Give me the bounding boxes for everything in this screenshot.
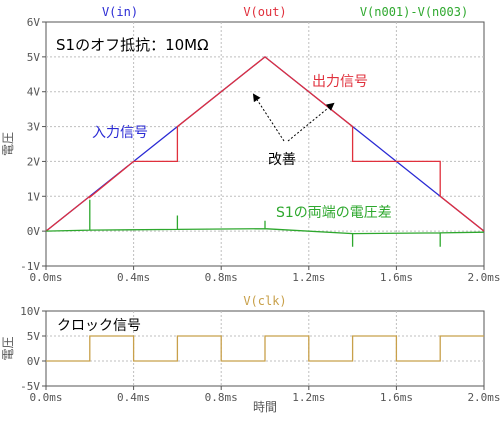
y-tick-label: 3V (27, 121, 41, 134)
y-tick-label: 6V (27, 16, 41, 29)
y-axis-label: 電圧 (1, 132, 15, 156)
plot-frame (45, 21, 485, 267)
x-axis-label: 時間 (253, 400, 277, 414)
y-tick-label: 10V (20, 305, 40, 318)
x-tick-label: 2.0ms (467, 271, 500, 284)
chart-title: S1のオフ抵抗：10MΩ (56, 36, 209, 54)
x-tick-label: 1.6ms (380, 271, 413, 284)
series-line (45, 56, 485, 232)
y-tick-label: 5V (27, 330, 41, 343)
y-tick-label: -1V (20, 260, 40, 273)
x-tick-label: 0.8ms (205, 271, 238, 284)
trace-header: V(out) (243, 5, 286, 19)
x-tick-label: 1.2ms (292, 271, 325, 284)
y-tick-label: 5V (27, 51, 41, 64)
series-line (45, 199, 485, 247)
x-tick-label: 1.6ms (380, 391, 413, 404)
annotation-improve: 改善 (268, 152, 296, 168)
trace-header: V(clk) (243, 294, 286, 308)
voltage-panel: -1V 0V 1V 2V 3V 4V 5V 6V 0.0ms 0.4ms 0.8ms 1.2ms 1.6… (1, 5, 500, 284)
x-tick-label: 0.4ms (117, 391, 150, 404)
x-tick-label: 2.0ms (467, 391, 500, 404)
y-tick-label: 1V (27, 190, 41, 203)
plot-frame (45, 310, 485, 387)
annotation-voltage-difference: S1の両端の電圧差 (276, 205, 392, 221)
y-tick-label: 2V (27, 155, 41, 168)
trace-header: V(n001)-V(n003) (360, 5, 468, 19)
x-tick-label: 0.8ms (205, 391, 238, 404)
x-tick-label: 0.0ms (29, 271, 62, 284)
y-tick-label: 4V (27, 86, 41, 99)
x-tick-label: 0.0ms (29, 391, 62, 404)
y-tick-label: -5V (20, 380, 40, 393)
x-tick-label: 1.2ms (292, 391, 325, 404)
y-tick-label: 0V (27, 355, 41, 368)
x-tick-label: 0.4ms (117, 271, 150, 284)
series-line (45, 56, 485, 232)
annotation-output-signal: 出力信号 (312, 74, 368, 90)
annotation-arrow (252, 93, 285, 142)
annotation-arrow (287, 102, 335, 142)
y-axis-label: 電圧 (1, 336, 15, 360)
y-tick-label: 0V (27, 225, 41, 238)
trace-header: V(in) (102, 5, 138, 19)
series-line (46, 335, 484, 362)
annotation-clock-signal: クロック信号 (57, 318, 141, 334)
annotation-input-signal: 入力信号 (92, 125, 148, 141)
clock-panel: -5V 0V 5V 10V 0.0ms 0.4ms 0.8ms 1.2ms 1.6ms 2.0ms… (1, 294, 500, 414)
